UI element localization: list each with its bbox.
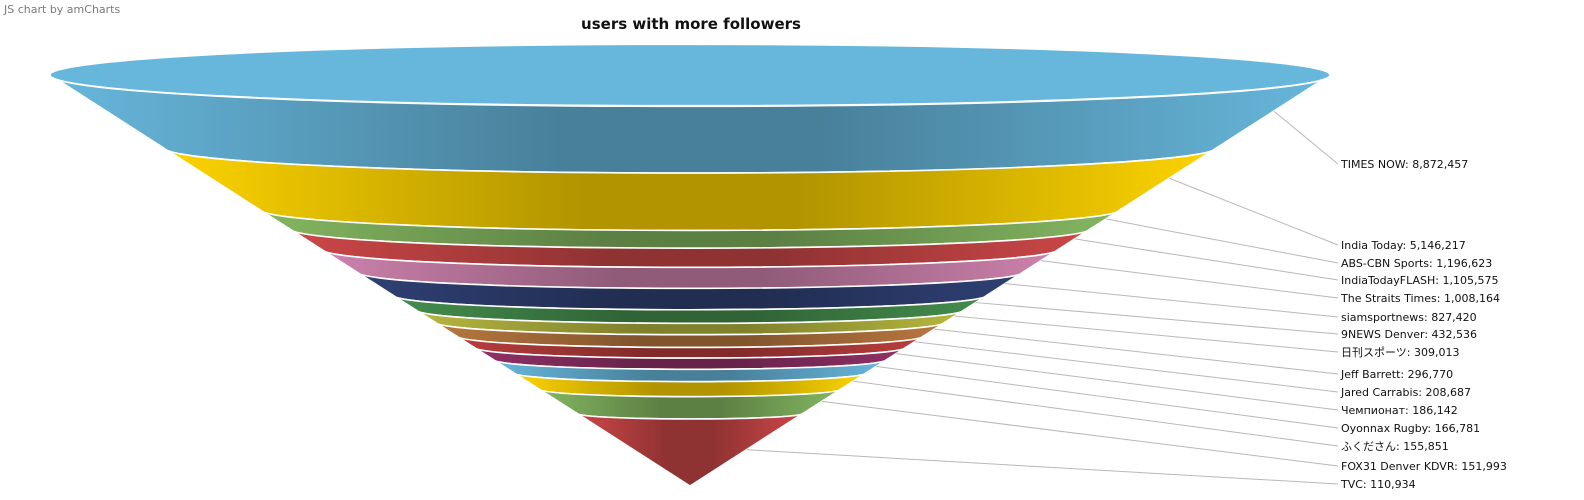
chart-credit[interactable]: JS chart by amCharts bbox=[4, 3, 121, 16]
leader-line-11 bbox=[876, 365, 1339, 429]
label-leader-lines bbox=[746, 110, 1339, 485]
funnel-slices bbox=[49, 43, 1331, 487]
funnel-top-cap bbox=[49, 43, 1331, 107]
leader-line-13 bbox=[821, 400, 1339, 467]
slice-label-8: Jeff Barrett: 296,770 bbox=[1340, 368, 1453, 381]
slice-label-2: ABS-CBN Sports: 1,196,623 bbox=[1341, 257, 1492, 270]
leader-line-2 bbox=[1105, 218, 1339, 264]
leader-line-5 bbox=[1005, 283, 1339, 318]
chart-title: users with more followers bbox=[581, 15, 801, 33]
slice-label-7: 日刊スポーツ: 309,013 bbox=[1341, 346, 1459, 359]
leader-line-1 bbox=[1169, 177, 1339, 246]
leader-line-10 bbox=[896, 353, 1339, 411]
slice-label-4: The Straits Times: 1,008,164 bbox=[1340, 292, 1500, 305]
slice-label-1: India Today: 5,146,217 bbox=[1341, 239, 1466, 252]
slice-labels: TIMES NOW: 8,872,457 India Today: 5,146,2… bbox=[1340, 158, 1507, 491]
slice-label-6: 9NEWS Denver: 432,536 bbox=[1341, 328, 1477, 341]
leader-line-14 bbox=[746, 449, 1339, 485]
leader-line-0 bbox=[1273, 110, 1339, 165]
slice-label-0: TIMES NOW: 8,872,457 bbox=[1340, 158, 1468, 171]
leader-line-8 bbox=[934, 328, 1339, 375]
funnel-slice-14[interactable] bbox=[576, 411, 804, 487]
leader-line-7 bbox=[954, 315, 1339, 353]
slice-label-14: TVC: 110,934 bbox=[1340, 478, 1416, 491]
slice-label-3: IndiaTodayFLASH: 1,105,575 bbox=[1341, 274, 1498, 287]
slice-label-5: siamsportnews: 827,420 bbox=[1341, 311, 1477, 324]
leader-line-12 bbox=[853, 380, 1339, 447]
slice-label-13: FOX31 Denver KDVR: 151,993 bbox=[1341, 460, 1507, 473]
leader-line-6 bbox=[975, 302, 1339, 335]
slice-label-12: ふくださん: 155,851 bbox=[1341, 440, 1449, 453]
leader-line-9 bbox=[914, 341, 1339, 393]
slice-label-11: Oyonnax Rugby: 166,781 bbox=[1341, 422, 1480, 435]
leader-line-3 bbox=[1074, 238, 1339, 281]
slice-label-10: Чемпионат: 186,142 bbox=[1341, 404, 1458, 417]
leader-line-4 bbox=[1040, 260, 1339, 299]
slice-label-9: Jared Carrabis: 208,687 bbox=[1340, 386, 1471, 399]
